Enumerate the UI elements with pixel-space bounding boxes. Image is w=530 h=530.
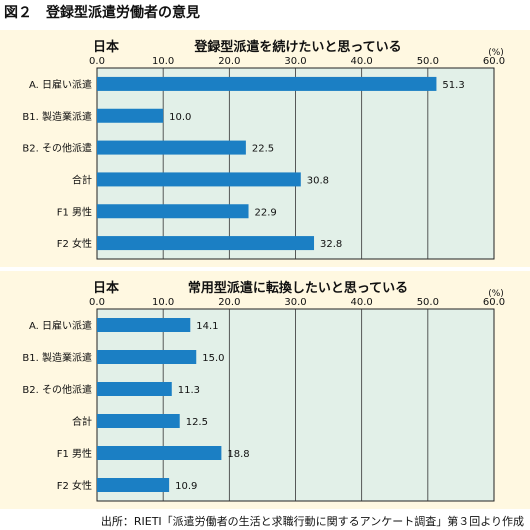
figure-title: 図２ 登録型派遣労働者の意見 <box>4 5 200 21</box>
tick-label: 50.0 <box>417 56 439 67</box>
chart-panel-1: 日本 登録型派遣を続けたいと思っている (%) 0.0 10.0 20.0 30.0 40.0… <box>0 30 530 267</box>
tick-label: 10.0 <box>152 56 174 67</box>
data-label: 22.9 <box>255 207 277 218</box>
bar <box>97 446 222 460</box>
tick-label: 30.0 <box>284 297 306 308</box>
category-label: F1 男性 <box>57 205 92 218</box>
chart-region-label: 日本 <box>93 280 119 296</box>
bar <box>97 172 301 187</box>
tick-label: 20.0 <box>218 297 240 308</box>
category-label: 合計 <box>72 415 92 428</box>
bar <box>97 318 191 332</box>
category-label: 合計 <box>72 173 92 186</box>
data-label: 10.9 <box>175 481 197 492</box>
chart-region-label: 日本 <box>93 39 119 55</box>
chart-title: 登録型派遣を続けたいと思っている <box>193 39 401 55</box>
chart-panel-2: 日本 常用型派遣に転換したいと思っている (%) 0.0 10.0 20.0 30.0 40.… <box>0 271 530 509</box>
bar <box>97 204 249 219</box>
data-label: 18.8 <box>227 449 249 460</box>
category-label: A. 日雇い派遣 <box>29 319 92 332</box>
tick-label: 40.0 <box>351 56 373 67</box>
chart-title: 常用型派遣に転換したいと思っている <box>188 280 408 296</box>
category-label: B2. その他派遣 <box>22 383 92 396</box>
category-label: B2. その他派遣 <box>22 142 92 155</box>
data-label: 15.0 <box>202 353 224 364</box>
unit-label: (%) <box>488 48 504 58</box>
bar <box>97 414 180 428</box>
data-label: 11.3 <box>178 385 200 396</box>
unit-label: (%) <box>488 289 504 299</box>
bar <box>97 140 246 155</box>
data-label: 10.0 <box>169 112 191 123</box>
bar <box>97 478 170 492</box>
chart-1-svg: 日本 登録型派遣を続けたいと思っている (%) 0.0 10.0 20.0 30.0 40.0… <box>22 39 505 260</box>
tick-label: 60.0 <box>483 297 505 308</box>
bar <box>97 382 172 396</box>
tick-label: 60.0 <box>483 56 505 67</box>
data-label: 51.3 <box>442 80 464 91</box>
category-label: F1 男性 <box>57 447 92 460</box>
chart-2-svg: 日本 常用型派遣に転換したいと思っている (%) 0.0 10.0 20.0 30.0 40.… <box>22 280 505 502</box>
source-note: 出所：RIETI「派遣労働者の生活と求職行動に関するアンケート調査」第３回より作… <box>100 515 524 528</box>
tick-label: 50.0 <box>417 297 439 308</box>
category-label: B1. 製造業派遣 <box>22 110 92 123</box>
tick-label: 20.0 <box>218 56 240 67</box>
data-label: 14.1 <box>196 321 218 332</box>
bar <box>97 350 197 364</box>
tick-label: 0.0 <box>89 297 105 308</box>
tick-label: 30.0 <box>284 56 306 67</box>
category-label: A. 日雇い派遣 <box>29 78 92 91</box>
category-label: F2 女性 <box>57 237 92 250</box>
category-label: B1. 製造業派遣 <box>22 351 92 364</box>
data-label: 12.5 <box>186 417 208 428</box>
tick-label: 40.0 <box>351 297 373 308</box>
data-label: 32.8 <box>320 239 342 250</box>
tick-label: 10.0 <box>152 297 174 308</box>
data-label: 30.8 <box>307 175 329 186</box>
category-label: F2 女性 <box>57 479 92 492</box>
tick-label: 0.0 <box>89 56 105 67</box>
bar <box>97 76 437 91</box>
bar <box>97 108 164 123</box>
bar <box>97 236 315 251</box>
data-label: 22.5 <box>252 144 274 155</box>
